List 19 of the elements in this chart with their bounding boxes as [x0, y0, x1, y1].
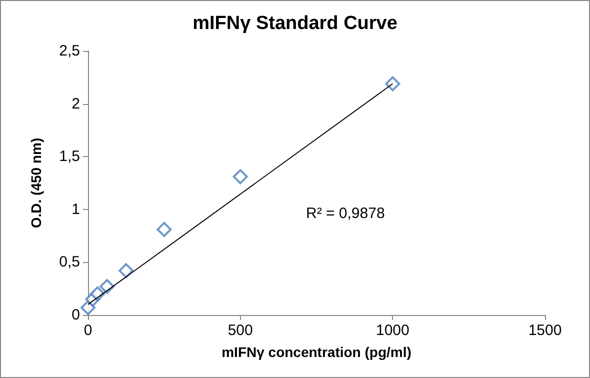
y-tick-label: 2: [72, 95, 80, 112]
point: [156, 222, 172, 237]
y-tick-label: 0: [72, 306, 80, 324]
annotation: R² = 0,9878: [306, 205, 385, 222]
y-axis-title: O.D. (450 nm): [28, 138, 44, 228]
point: [232, 169, 248, 184]
x-axis-title: mIFNγ concentration (pg/ml): [222, 344, 412, 360]
point: [385, 76, 400, 92]
x-tick-label: 1000: [376, 322, 410, 339]
y-tick-label: 1: [72, 200, 80, 218]
x-tick-label: 0: [84, 322, 92, 339]
x-tick-label: 1500: [528, 322, 562, 339]
y-tick-label: 1,5: [59, 148, 80, 166]
chart-title: mIFNγ Standard Curve: [192, 13, 398, 34]
point: [118, 263, 134, 278]
y-tick-label: 0,5: [59, 254, 80, 271]
y-tick-label: 2,5: [59, 42, 80, 60]
x-tick-label: 500: [228, 322, 253, 339]
point: [80, 300, 96, 316]
